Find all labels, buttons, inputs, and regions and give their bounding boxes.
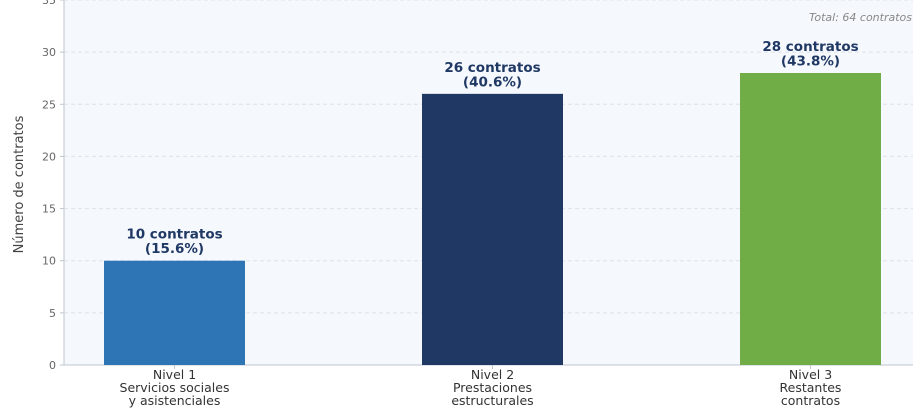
bar-value-label: (40.6%): [463, 74, 522, 90]
y-tick-label: 35: [42, 0, 56, 7]
x-category-label: Nivel 2: [471, 367, 514, 382]
x-category-label: estructurales: [451, 393, 533, 408]
bar-value-label: 28 contratos: [762, 39, 858, 55]
x-category-label: y asistenciales: [129, 393, 221, 408]
x-category-label: Prestaciones: [453, 380, 532, 395]
bars: [104, 73, 881, 365]
y-tick-label: 10: [42, 255, 56, 268]
x-category-label: Nivel 1: [153, 367, 196, 382]
y-tick-label: 0: [49, 359, 56, 372]
bar: [740, 73, 881, 365]
bar-value-label: 26 contratos: [444, 60, 540, 76]
bar-labels: 10 contratos(15.6%) 26 contratos(40.6%) 28…: [126, 39, 858, 257]
bar: [422, 93, 563, 365]
y-tick-label: 5: [49, 307, 56, 320]
x-category-label: contratos: [781, 393, 840, 408]
y-tick-label: 20: [42, 150, 56, 163]
bar-value-label: (15.6%): [145, 241, 204, 257]
y-axis-title: Número de contratos: [12, 115, 27, 253]
y-tick-label: 25: [42, 98, 56, 111]
x-category-label: Restantes: [780, 380, 842, 395]
x-category-label: Nivel 3: [789, 367, 832, 382]
total-annotation: Total: 64 contratos: [809, 11, 912, 24]
y-tick-label: 30: [42, 46, 56, 59]
y-tick-label: 15: [42, 203, 56, 216]
bar-value-label: 10 contratos: [126, 227, 222, 243]
x-category-label: Servicios sociales: [120, 380, 230, 395]
bar: [104, 260, 245, 365]
bar-value-label: (43.8%): [781, 54, 840, 70]
